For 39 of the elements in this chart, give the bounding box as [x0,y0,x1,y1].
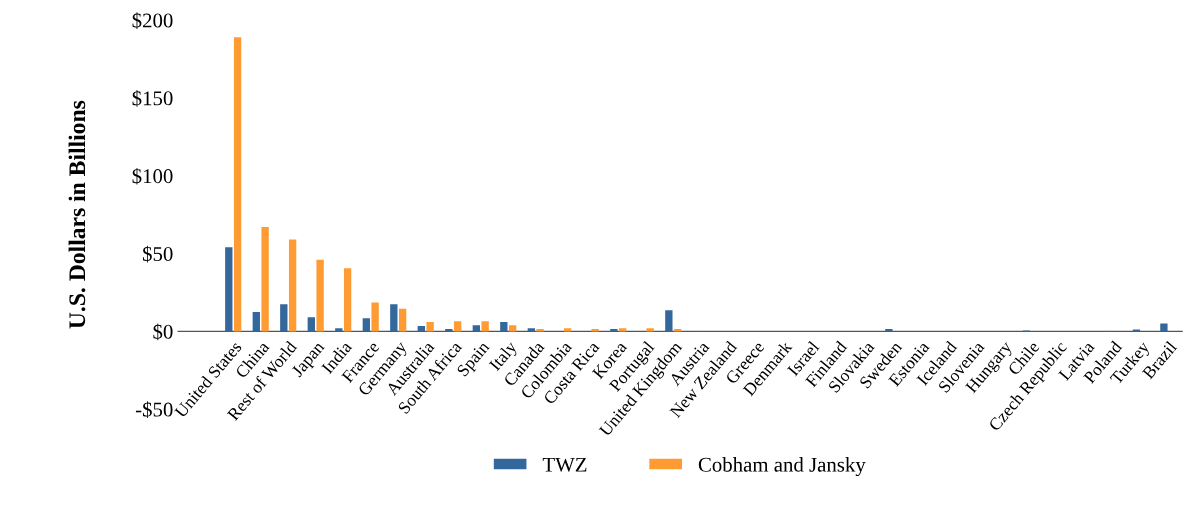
bar [233,37,242,332]
y-tick-label: $150 [132,90,173,107]
bar [472,325,480,332]
y-tick-label: $100 [132,167,173,185]
y-tick-label: $0 [153,323,173,341]
bar [1160,323,1168,332]
bar [316,259,324,332]
bar [225,247,233,332]
bar [646,328,654,332]
bar [343,268,352,332]
bar [280,304,288,332]
y-tick-label: -$50 [135,401,173,418]
bar [335,328,343,332]
y-tick-label: $200 [132,12,173,29]
bar [536,329,544,332]
bar [362,318,370,332]
bar [508,325,517,332]
bar [288,239,297,332]
bar [453,321,462,332]
bar [307,317,315,332]
bar [591,329,599,332]
legend-label: Cobham and Jansky [698,457,866,477]
bar [398,308,407,332]
bar [481,321,489,332]
bar [390,304,398,332]
bar [527,328,536,332]
legend-label: TWZ [542,457,587,472]
bar [563,328,572,332]
bar [261,227,269,332]
bar [500,322,508,332]
bar [610,329,618,332]
bar [885,329,893,332]
bar [665,310,673,332]
bar [426,322,434,332]
bar [371,302,379,332]
y-axis-title: U.S. Dollars in Billions [68,100,86,329]
bar [252,311,260,332]
y-tick-label: $50 [142,245,173,263]
bar [618,328,627,332]
